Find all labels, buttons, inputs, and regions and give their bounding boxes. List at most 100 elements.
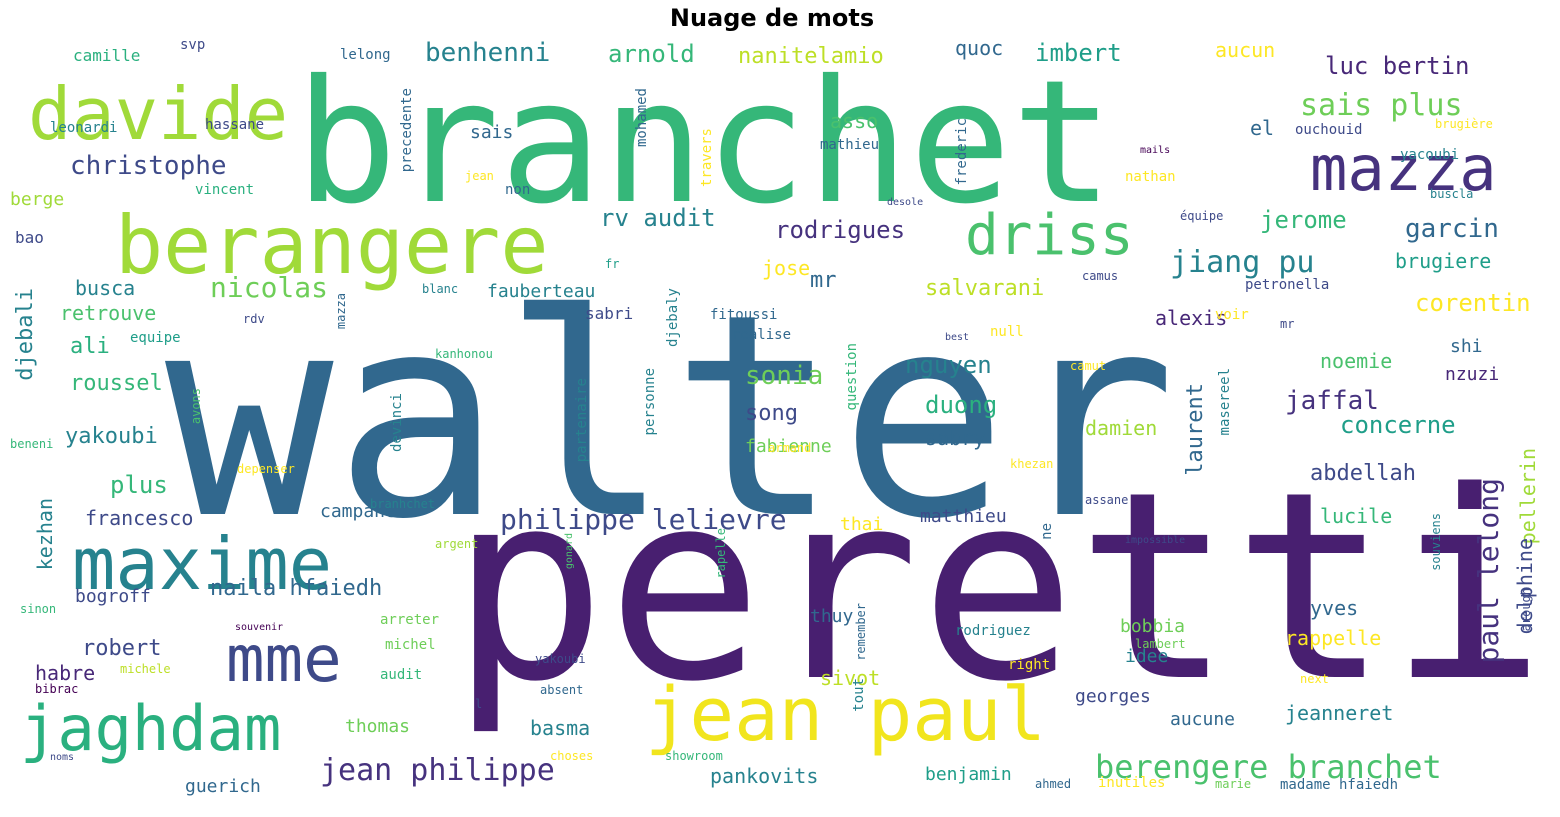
cloud-word: pellerin [1516,448,1540,545]
cloud-word: ne [1039,523,1055,540]
cloud-word: rodriguez [955,623,1031,639]
cloud-word: kezhan [33,498,57,571]
cloud-word: bao [15,228,44,247]
cloud-word: ouchouid [1295,122,1363,138]
cloud-word: argent [435,537,479,551]
cloud-word: showroom [665,749,723,763]
cloud-word: brugiere [1395,249,1492,273]
cloud-word: noemie [1320,349,1393,373]
cloud-word: garcin [1405,214,1499,244]
cloud-word: lelong [340,47,391,63]
cloud-word: mme [226,623,342,697]
cloud-word: driss [965,203,1134,268]
cloud-word: pankovits [710,764,819,788]
cloud-word: armand [768,441,812,455]
cloud-word: fr [605,257,620,271]
cloud-word: audit [380,667,423,683]
cloud-word: mathieu [820,137,880,153]
cloud-word: noms [50,752,75,763]
cloud-word: rv audit [600,204,716,232]
cloud-word: philippe lelievre [500,503,787,536]
cloud-word: thuy [810,606,854,627]
cloud-word: walter [165,255,1177,581]
cloud-word: laurent [1183,383,1208,476]
cloud-word: sais plus [1300,88,1463,123]
cloud-word: sais [470,122,514,143]
cloud-word: rodrigues [775,216,906,244]
cloud-word: idee [1125,646,1169,667]
cloud-word: georges [1075,686,1151,707]
cloud-word: damien [1085,416,1158,440]
cloud-word: camille [73,46,141,65]
cloud-word: roussel [70,371,163,396]
cloud-word: devinci [389,393,405,453]
cloud-word: concerne [1340,411,1456,439]
cloud-word: équipe [1180,209,1224,223]
cloud-word: souviens [1429,513,1443,571]
cloud-word: matthieu [920,506,1007,527]
cloud-word: hassane [205,117,265,133]
cloud-word: nicolas [210,271,329,304]
cloud-word: christophe [70,151,227,181]
cloud-word: asso [830,109,879,133]
cloud-word: choses [550,749,594,763]
cloud-word: fitoussi [710,307,778,323]
cloud-word: jaghdam [20,692,282,765]
cloud-word: jean paul [645,672,1046,758]
cloud-word: camus [1082,269,1119,283]
cloud-word: kanhonou [435,347,493,361]
cloud-word: remember [854,603,868,661]
cloud-word: luc bertin [1325,52,1470,80]
cloud-word: bibrac [35,682,79,696]
cloud-word: yakoubi [65,424,158,449]
cloud-word: mails [1140,145,1171,156]
cloud-word: rapelle [714,528,728,579]
cloud-word: yves [1310,596,1359,620]
cloud-word: salvarani [925,276,1045,301]
cloud-word: mazza [1310,132,1497,205]
cloud-word: marie [1215,777,1252,791]
cloud-word: best [945,332,970,343]
cloud-word: arreter [380,612,440,628]
cloud-word: next [1300,672,1329,686]
cloud-word: petronella [1245,277,1330,293]
cloud-word: leonardi [50,120,118,136]
cloud-word: fauberteau [487,281,596,302]
cloud-word: rappelle [1285,626,1382,650]
cloud-word: naila hfaiedh [210,576,383,601]
cloud-word: michele [120,662,171,676]
cloud-word: thomas [345,716,411,737]
cloud-word: campane [320,501,396,522]
cloud-word: tout [851,678,867,712]
cloud-word: peretti [450,437,1544,739]
cloud-word: sabry [925,426,986,450]
cloud-word: khezan [1010,457,1054,471]
cloud-word: plus [110,471,168,499]
cloud-word: quoc [955,38,1004,60]
cloud-word: busca [75,276,136,300]
cloud-word: nanitelamio [738,44,884,69]
cloud-word: sabri [585,304,634,323]
cloud-word: imbert [1035,39,1122,67]
cloud-word: l [475,697,483,711]
cloud-word: svp [180,38,206,53]
cloud-word: nathan [1125,169,1176,185]
cloud-word: equipe [130,330,181,346]
cloud-word: robert [82,636,162,661]
cloud-word: vincent [195,182,255,198]
cloud-word: travers [699,128,715,188]
cloud-word: aucune [1170,709,1236,730]
cloud-word: retrouve [60,301,157,325]
cloud-word: paul lelong [1472,478,1505,664]
cloud-word: buscla [1430,187,1474,201]
cloud-word: arnold [608,40,695,68]
cloud-word: non [505,182,531,198]
cloud-word: berengere branchet [1095,748,1442,786]
cloud-word: yakoubi [535,652,586,666]
cloud-word: partenaire [574,378,590,463]
cloud-word: sivot [820,666,881,690]
cloud-word: shi [1450,336,1483,357]
cloud-word: thai [840,514,884,535]
cloud-word: berangere [115,199,549,292]
cloud-word: habre [35,661,96,685]
